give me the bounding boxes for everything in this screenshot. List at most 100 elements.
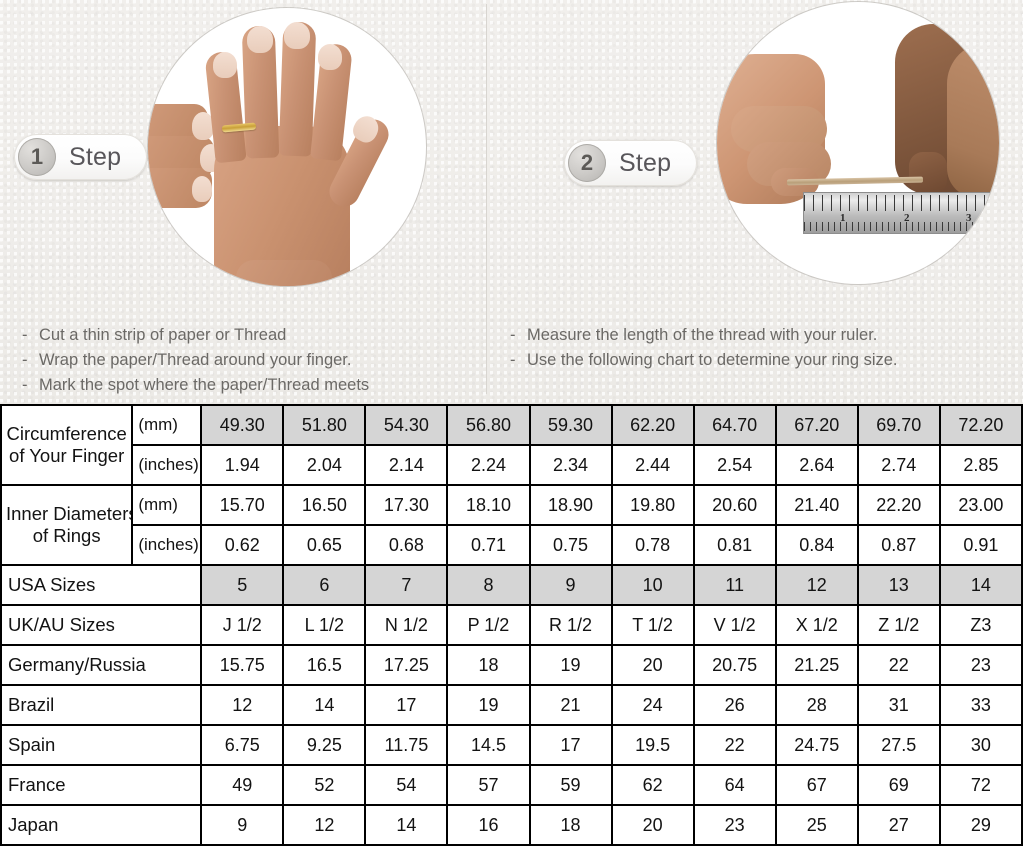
- table-data-cell: 22: [856, 644, 941, 686]
- table-data-cell: 2.64: [774, 444, 859, 486]
- table-data-cell: 27: [856, 804, 941, 846]
- step-2-instructions: - Measure the length of the thread with …: [510, 323, 898, 373]
- table-data-cell: 0.75: [528, 524, 613, 566]
- hands-measuring-thread-with-ruler-photo: 1 2 3: [717, 2, 999, 284]
- panel-divider: [486, 4, 487, 394]
- table-group-header: Circumference of Your Finger: [0, 404, 134, 486]
- instruction-line: - Cut a thin strip of paper or Thread: [22, 323, 369, 348]
- table-data-cell: 2.34: [528, 444, 613, 486]
- table-data-cell: 24: [610, 684, 695, 726]
- table-row: Circumference of Your Finger (mm) 49.30 51.8…: [0, 404, 1023, 486]
- instruction-line: - Wrap the paper/Thread around your fing…: [22, 348, 369, 373]
- table-row: Brazil 12 14 17 19 21 24 26 28 31 33: [0, 684, 1023, 726]
- table-data-cell: 0.87: [856, 524, 941, 566]
- table-data-cell: 14: [364, 804, 449, 846]
- table-unit-cell: (mm): [131, 484, 203, 526]
- hand-with-thread-on-finger-photo: [148, 8, 426, 286]
- table-data-cell: 0.71: [446, 524, 531, 566]
- ruler: 1 2 3: [803, 192, 999, 234]
- table-data-cell: 21.25: [774, 644, 859, 686]
- table-data-cell: 54: [364, 764, 449, 806]
- table-data-cell: 23.00: [938, 484, 1023, 526]
- table-row-header: Brazil: [0, 684, 203, 726]
- table-data-cell: 0.84: [774, 524, 859, 566]
- ruler-number: 2: [904, 212, 910, 224]
- table-data-cell: 2.54: [692, 444, 777, 486]
- table-data-cell: 14: [282, 684, 367, 726]
- table-group-header: Inner Diameters of Rings: [0, 484, 134, 566]
- ruler-tick-marks: [804, 195, 999, 211]
- table-data-cell: 18.90: [528, 484, 613, 526]
- table-data-cell: 64.70: [692, 404, 777, 446]
- table-data-cell: 24.75: [774, 724, 859, 766]
- step-1-panel: 1 Step - Cut a thin strip of paper or Th…: [0, 0, 486, 404]
- table-data-cell: 15.70: [200, 484, 285, 526]
- table-data-cell: 14: [938, 564, 1023, 606]
- table-data-cell: 59: [528, 764, 613, 806]
- table-data-cell: 20.75: [692, 644, 777, 686]
- steps-section: 1 Step - Cut a thin strip of paper or Th…: [0, 0, 1023, 404]
- instruction-text: Measure the length of the thread with yo…: [527, 326, 878, 344]
- table-data-cell: 25: [774, 804, 859, 846]
- table-data-cell: 2.24: [446, 444, 531, 486]
- table-data-cell: 22.20: [856, 484, 941, 526]
- table-data-cell: 49: [200, 764, 285, 806]
- table-data-cell: 19.80: [610, 484, 695, 526]
- group-header-line-2: of Rings: [32, 525, 101, 546]
- table-data-cell: 0.68: [364, 524, 449, 566]
- table-data-cell: 9: [528, 564, 613, 606]
- table-data-cell: 49.30: [200, 404, 285, 446]
- table-row: USA Sizes 5 6 7 8 9 10 11 12 13 14: [0, 564, 1023, 606]
- table-data-cell: 22: [692, 724, 777, 766]
- table-data-cell: 6.75: [200, 724, 285, 766]
- table-data-cell: 72: [938, 764, 1023, 806]
- table-data-cell: 51.80: [282, 404, 367, 446]
- table-row: (inches) 0.62 0.65 0.68 0.71 0.75 0.78 0.81 0.84…: [1, 524, 1023, 566]
- table-row: France 49 52 54 57 59 62 64 67 69 72: [0, 764, 1023, 806]
- table-data-cell: 21: [528, 684, 613, 726]
- table-data-cell: 26: [692, 684, 777, 726]
- table-data-cell: 52: [282, 764, 367, 806]
- step-number-circle: 1: [18, 138, 56, 176]
- table-data-cell: L 1/2: [282, 604, 367, 646]
- group-header-line-1: Circumference: [6, 423, 127, 444]
- table-row-header: France: [0, 764, 203, 806]
- table-data-cell: 29: [938, 804, 1023, 846]
- table-data-cell: 64: [692, 764, 777, 806]
- instruction-text: Cut a thin strip of paper or Thread: [39, 326, 287, 344]
- table-data-cell: 31: [856, 684, 941, 726]
- table-data-cell: 23: [938, 644, 1023, 686]
- table-data-cell: 21.40: [774, 484, 859, 526]
- table-data-cell: V 1/2: [692, 604, 777, 646]
- table-data-cell: 16.50: [282, 484, 367, 526]
- table-data-cell: 0.91: [938, 524, 1023, 566]
- table-unit-cell: (inches): [131, 444, 203, 486]
- table-row: Germany/Russia 15.75 16.5 17.25 18 19 20 20.75 2…: [0, 644, 1023, 686]
- table-data-cell: 5: [200, 564, 285, 606]
- table-data-cell: 2.04: [282, 444, 367, 486]
- step-number-circle: 2: [568, 144, 606, 182]
- table-data-cell: 18: [528, 804, 613, 846]
- table-row-header: Germany/Russia: [0, 644, 203, 686]
- instruction-text: Mark the spot where the paper/Thread mee…: [39, 376, 370, 394]
- table-data-cell: 19.5: [610, 724, 695, 766]
- group-header-line-2: of Your Finger: [9, 445, 125, 466]
- group-header-line-1: Inner Diameters: [6, 503, 133, 524]
- table-data-cell: 19: [446, 684, 531, 726]
- instruction-line: - Mark the spot where the paper/Thread m…: [22, 373, 369, 398]
- table-data-cell: 6: [282, 564, 367, 606]
- table-data-cell: 11.75: [364, 724, 449, 766]
- bullet-dash-icon: -: [510, 351, 516, 369]
- table-data-cell: 8: [446, 564, 531, 606]
- table-data-cell: 28: [774, 684, 859, 726]
- table-data-cell: 33: [938, 684, 1023, 726]
- table-data-cell: 69: [856, 764, 941, 806]
- table-unit-cell: (mm): [131, 404, 203, 446]
- table-data-cell: P 1/2: [446, 604, 531, 646]
- table-data-cell: 0.65: [282, 524, 367, 566]
- ruler-number: 1: [840, 212, 846, 224]
- table-data-cell: 2.44: [610, 444, 695, 486]
- bullet-dash-icon: -: [22, 326, 28, 344]
- table-data-cell: X 1/2: [774, 604, 859, 646]
